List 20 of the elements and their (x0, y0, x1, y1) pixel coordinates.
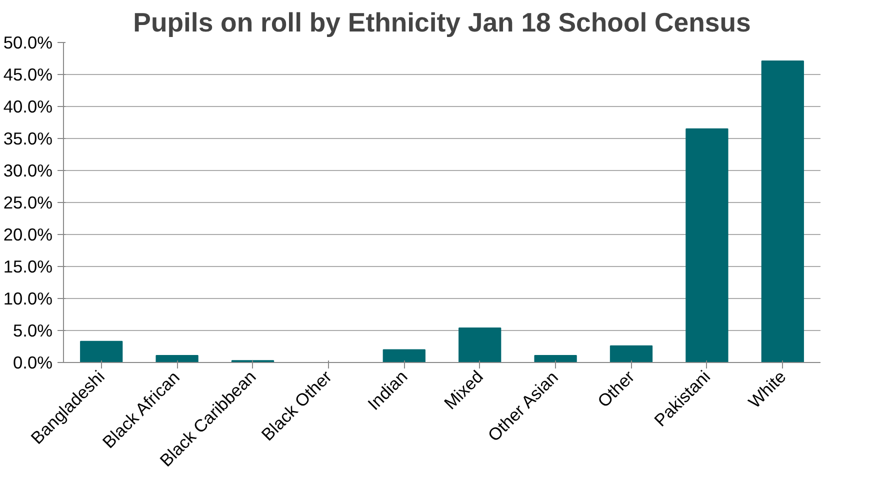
y-tick-label: 35.0% (3, 128, 53, 148)
bar (686, 128, 728, 362)
y-tick-label: 40.0% (3, 96, 53, 116)
bar (156, 354, 198, 362)
bar (761, 60, 804, 362)
bar (610, 345, 653, 362)
bar (458, 327, 502, 362)
y-tick-label: 5.0% (13, 320, 53, 340)
y-tick-label: 30.0% (3, 160, 53, 180)
y-tick-label: 25.0% (3, 192, 53, 212)
y-tick-label: 15.0% (3, 256, 53, 276)
y-tick-label: 20.0% (3, 224, 53, 244)
y-tick-label: 0.0% (13, 352, 53, 372)
bar (80, 340, 123, 362)
y-tick-label: 10.0% (3, 288, 53, 308)
y-tick-label: 50.0% (3, 32, 53, 52)
bar (382, 349, 426, 362)
chart-title: Pupils on roll by Ethnicity Jan 18 School Census (133, 8, 751, 38)
bar (534, 354, 577, 362)
y-tick-label: 45.0% (3, 64, 53, 84)
